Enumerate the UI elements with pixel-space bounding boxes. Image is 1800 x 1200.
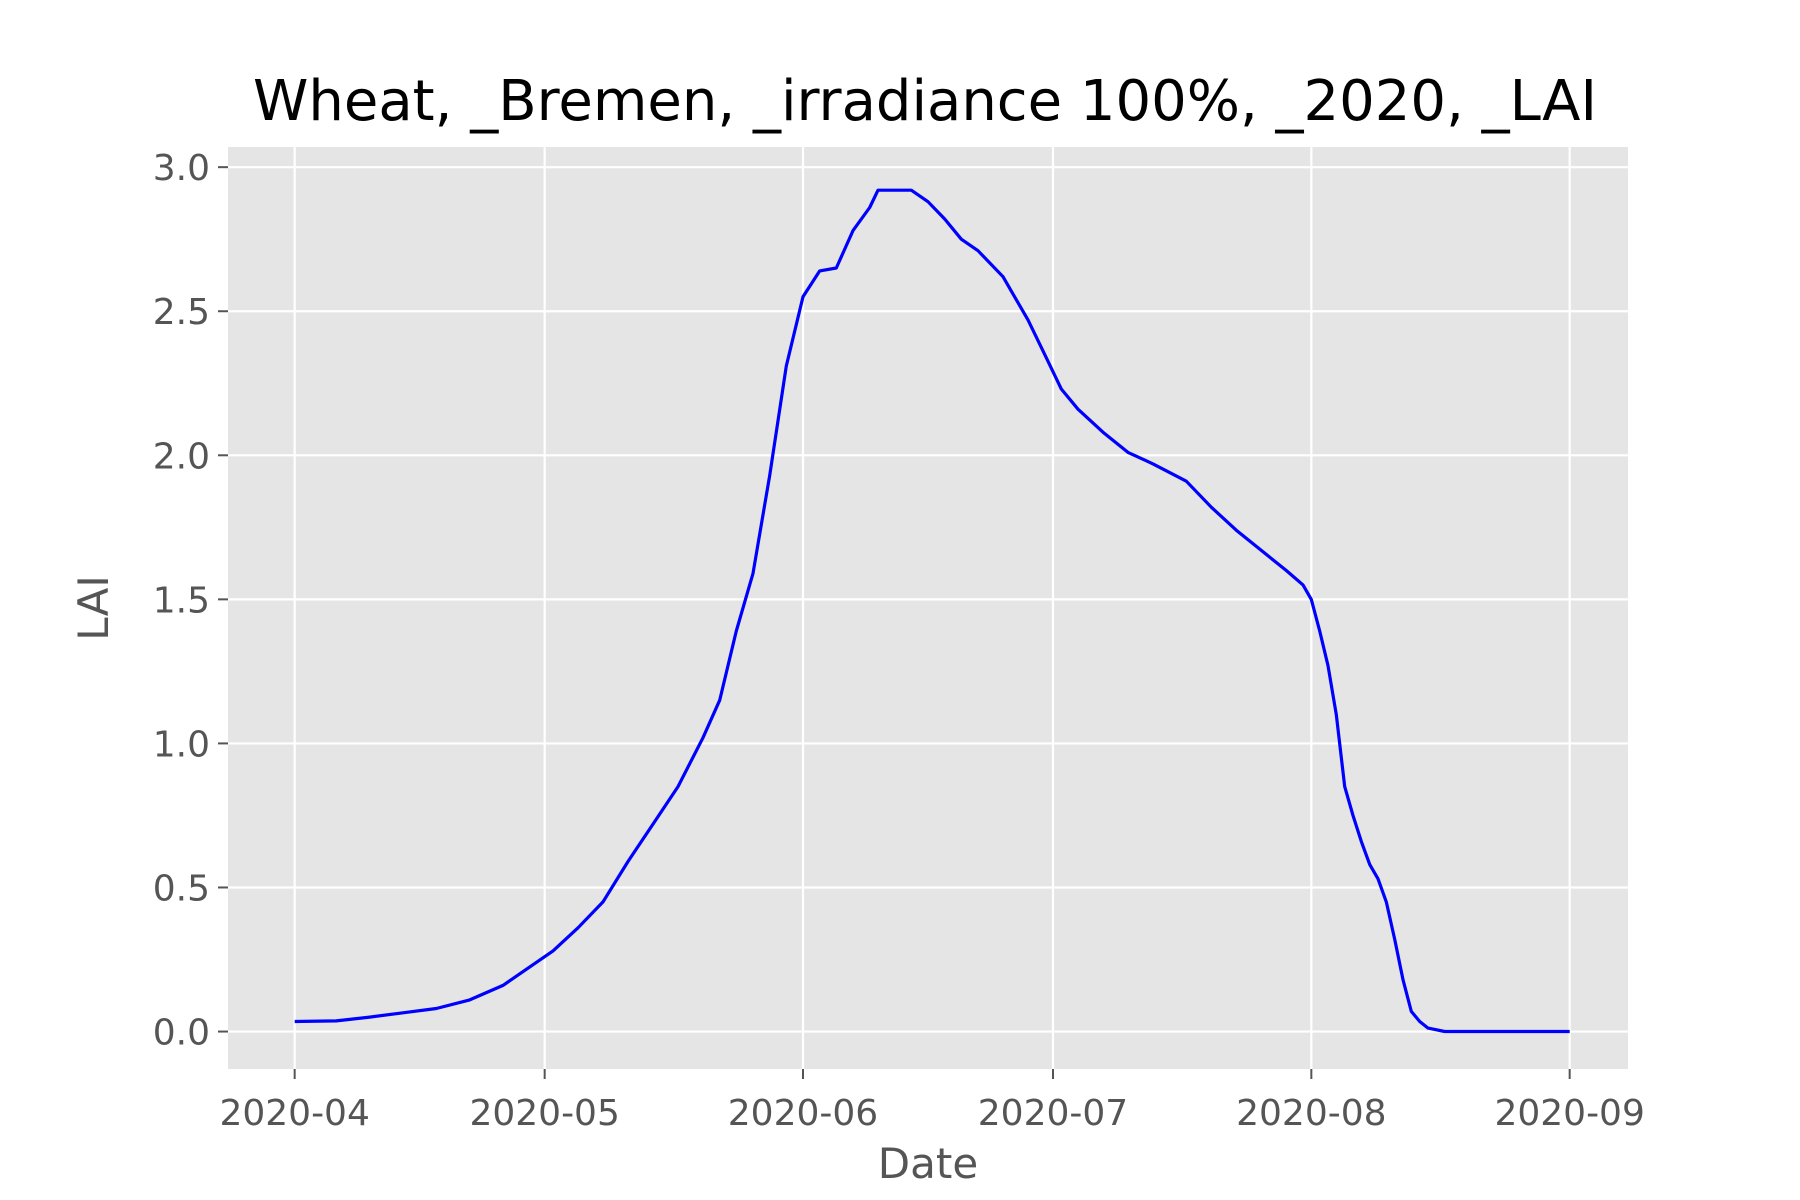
plot-area <box>228 147 1628 1069</box>
y-tick-label: 0.0 <box>153 1013 210 1054</box>
grid-lines <box>228 147 1628 1069</box>
x-tick-label: 2020-04 <box>219 1093 369 1134</box>
series-layer <box>294 188 1570 1034</box>
x-tick-label: 2020-08 <box>1236 1093 1386 1134</box>
y-tick-label: 0.5 <box>153 868 210 909</box>
y-tick-label: 1.0 <box>153 724 210 765</box>
x-tick-label: 2020-09 <box>1494 1093 1644 1134</box>
chart-title: Wheat, _Bremen, _irradiance 100%, _2020,… <box>253 69 1597 134</box>
x-axis-label: Date <box>878 1139 978 1188</box>
y-tick-label: 3.0 <box>153 148 210 189</box>
x-tick-label: 2020-05 <box>469 1093 619 1134</box>
y-tick-label: 2.5 <box>153 292 210 333</box>
lai-series-line <box>294 188 1570 1034</box>
y-axis-label: LAI <box>69 575 118 640</box>
y-axis: 0.0 0.5 1.0 1.5 2.0 2.5 3.0 <box>153 148 228 1054</box>
y-tick-label: 1.5 <box>153 580 210 621</box>
y-tick-label: 2.0 <box>153 436 210 477</box>
x-tick-label: 2020-07 <box>978 1093 1128 1134</box>
x-axis: 2020-04 2020-05 2020-06 2020-07 2020-08 2020-… <box>219 1069 1645 1134</box>
x-tick-label: 2020-06 <box>728 1093 878 1134</box>
